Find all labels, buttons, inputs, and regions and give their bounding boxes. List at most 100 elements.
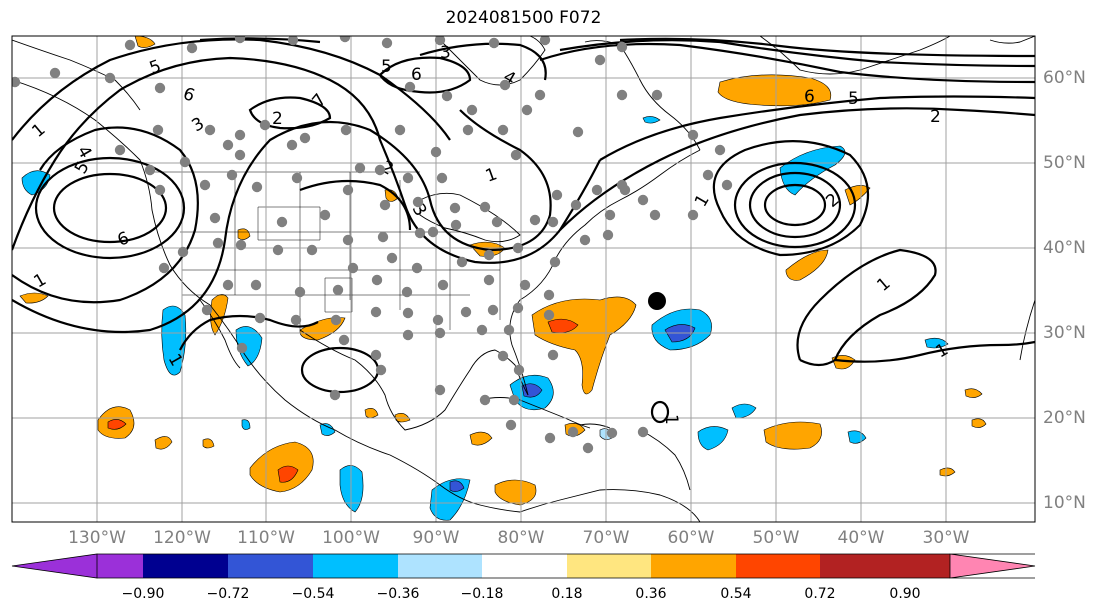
station-marker xyxy=(199,179,211,191)
station-marker xyxy=(466,104,478,116)
colorbar-segment xyxy=(398,554,482,578)
station-marker xyxy=(250,279,262,291)
station-marker xyxy=(254,312,266,324)
colorbar-outline xyxy=(11,553,1036,579)
station-marker xyxy=(236,342,248,354)
anomaly-area-orange xyxy=(494,479,537,506)
station-marker xyxy=(342,234,354,246)
station-marker xyxy=(294,286,306,298)
contour-label: 5 xyxy=(848,89,859,109)
iceland-coast xyxy=(989,36,1035,44)
station-marker xyxy=(375,364,387,376)
anomaly-area-orange xyxy=(237,228,251,240)
station-marker xyxy=(529,214,541,226)
station-marker xyxy=(306,244,318,256)
anomaly-area-orange xyxy=(971,418,987,428)
colorbar-tick-label: −0.18 xyxy=(460,586,504,602)
colorbar-tick-label: −0.72 xyxy=(206,586,250,602)
anomaly-area-orange xyxy=(134,36,156,48)
anomaly-area-red xyxy=(277,465,299,483)
anomaly-area-red xyxy=(107,419,127,430)
contour-line xyxy=(34,156,186,260)
station-marker xyxy=(491,216,503,228)
station-marker xyxy=(510,149,522,161)
contour-line xyxy=(748,171,842,239)
gulf-coast xyxy=(299,329,529,431)
colorbar-tick-label: −0.36 xyxy=(376,586,420,602)
station-marker xyxy=(521,104,533,116)
forecast-map: 1 1 2 3 4 5 6 6 5 7 5 6 3 4 1 2 3 6 5 2 … xyxy=(11,35,1036,523)
contour-label: 3 xyxy=(440,43,451,63)
shaded-anomaly-areas xyxy=(19,36,987,521)
station-marker xyxy=(579,234,591,246)
station-marker xyxy=(512,242,524,254)
west-africa-coast xyxy=(1019,299,1035,361)
station-marker xyxy=(381,37,393,49)
station-marker xyxy=(154,184,166,196)
contour-line xyxy=(179,314,319,351)
station-marker xyxy=(402,172,414,184)
colorbar-tick-label: 0.90 xyxy=(889,586,921,602)
anomaly-area-blue xyxy=(697,426,729,451)
station-marker xyxy=(456,256,468,268)
station-marker xyxy=(616,41,628,53)
station-marker xyxy=(497,124,509,136)
station-marker xyxy=(544,432,556,444)
station-marker xyxy=(234,36,246,44)
station-marker xyxy=(104,72,116,84)
station-marker xyxy=(519,279,531,291)
station-marker xyxy=(547,216,559,228)
station-marker xyxy=(637,194,649,206)
station-marker xyxy=(649,209,661,221)
contour-line xyxy=(559,39,1035,68)
latitude-label: 40°N xyxy=(1043,238,1086,258)
station-marker xyxy=(462,124,474,136)
station-marker xyxy=(449,202,461,214)
station-marker xyxy=(505,419,517,431)
station-marker xyxy=(158,262,170,274)
colorbar-segment xyxy=(143,554,228,578)
anomaly-area-blue xyxy=(339,465,364,513)
anomaly-area-orange xyxy=(763,421,822,450)
hudson-bay xyxy=(439,36,546,86)
colorbar-segment xyxy=(736,554,820,578)
station-marker xyxy=(434,36,446,46)
station-marker xyxy=(619,184,631,196)
station-marker xyxy=(412,196,424,208)
contour-label: 6 xyxy=(804,87,815,107)
station-marker xyxy=(186,42,198,54)
contour-line xyxy=(733,161,857,249)
contour-line xyxy=(763,183,827,227)
station-marker xyxy=(222,139,234,151)
colorbar-segment xyxy=(12,554,97,578)
station-marker xyxy=(291,172,303,184)
station-marker xyxy=(235,239,247,251)
contour-line xyxy=(539,42,1035,84)
latitude-label: 50°N xyxy=(1043,153,1086,173)
station-marker xyxy=(594,54,606,66)
colorbar-segment xyxy=(97,554,143,578)
station-marker xyxy=(377,231,389,243)
station-marker xyxy=(497,350,509,362)
station-marker xyxy=(330,314,342,326)
longitude-label: 90°W xyxy=(412,528,460,548)
station-marker xyxy=(543,289,555,301)
station-marker xyxy=(582,442,594,454)
alaska-coast xyxy=(12,39,141,111)
station-marker xyxy=(606,427,618,439)
anomaly-area-orange xyxy=(19,292,49,304)
station-marker xyxy=(370,306,382,318)
colorbar-segment xyxy=(905,554,950,578)
great-lakes xyxy=(419,192,521,243)
station-marker xyxy=(487,304,499,316)
station-marker xyxy=(534,89,546,101)
cuba xyxy=(479,397,591,429)
station-marker xyxy=(329,389,341,401)
highlighted-station-marker xyxy=(648,292,666,310)
station-marker xyxy=(299,132,311,144)
station-marker xyxy=(332,284,344,296)
station-marker xyxy=(479,394,491,406)
longitude-label: 110°W xyxy=(237,528,295,548)
station-marker xyxy=(450,219,462,231)
colorbar-segments xyxy=(12,554,1035,578)
